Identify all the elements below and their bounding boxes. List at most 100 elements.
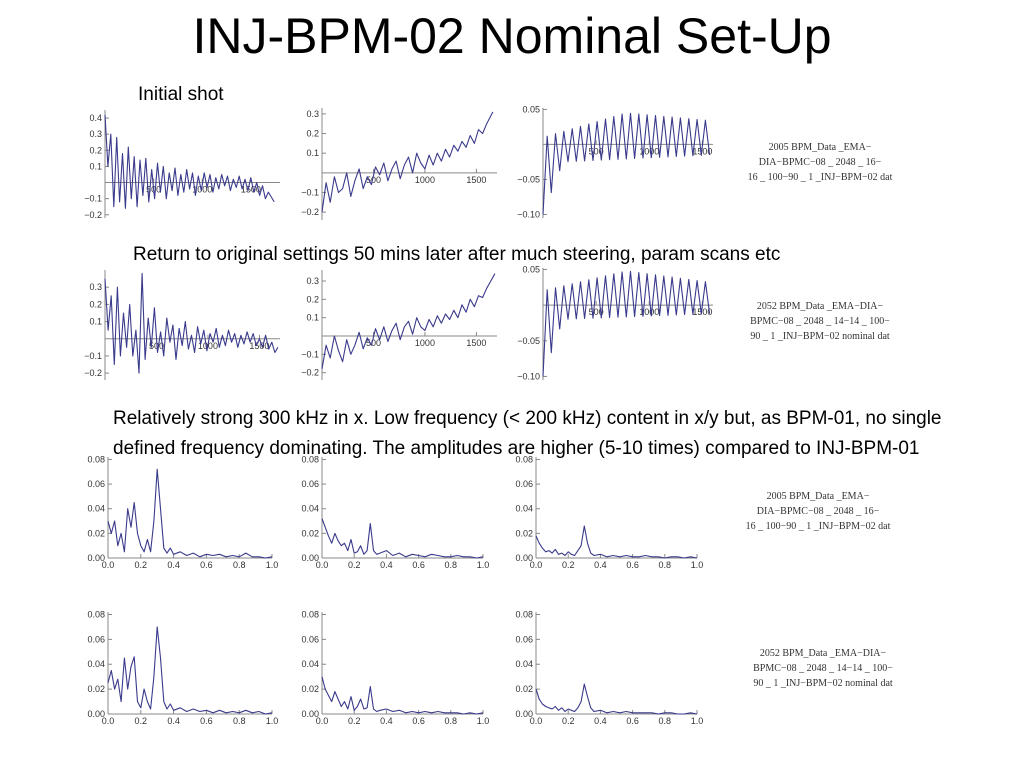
y-tick-label: 0.2 [89, 299, 102, 309]
y-tick-label: 0.04 [515, 659, 533, 669]
x-tick-label: 0.8 [233, 716, 246, 726]
x-tick-label: 0.0 [102, 716, 115, 726]
file-label-line: BPMC−08 _ 2048 _ 14−14 _ 100− [750, 316, 890, 327]
x-tick-label: 0.0 [102, 560, 115, 570]
x-tick-label: 500 [589, 307, 604, 317]
y-tick-label: 0.2 [306, 129, 319, 139]
x-tick-label: 0.8 [445, 560, 458, 570]
slide-title: INJ-BPM-02 Nominal Set-Up [192, 8, 832, 64]
x-tick-label: 0.8 [233, 560, 246, 570]
x-tick-label: 1000 [198, 341, 218, 351]
y-tick-label: 0.04 [301, 504, 319, 514]
series-line [321, 111, 494, 213]
y-tick-label: −0.1 [84, 351, 102, 361]
file-label-4: 2052 BPM_Data _EMA−DIA− BPMC−08 _ 2048 _… [733, 646, 913, 691]
series-line [107, 626, 273, 715]
x-tick-label: 0.0 [530, 560, 543, 570]
y-tick-label: 0.00 [301, 553, 319, 563]
x-tick-label: 0.4 [167, 716, 180, 726]
y-tick-label: 0.2 [306, 294, 319, 304]
y-tick-label: −0.1 [301, 187, 319, 197]
file-label-2: 2052 BPM_Data _EMA−DIA− BPMC−08 _ 2048 _… [730, 299, 910, 344]
y-tick-label: 0.3 [89, 282, 102, 292]
y-tick-label: 0.4 [89, 113, 102, 123]
caption-return-settings: Return to original settings 50 mins late… [133, 244, 781, 265]
x-tick-label: 0.2 [348, 716, 361, 726]
y-tick-label: 0.02 [87, 528, 105, 538]
x-tick-label: 0.2 [562, 560, 575, 570]
x-tick-label: 1000 [639, 146, 659, 156]
y-tick-label: 0.08 [87, 609, 105, 619]
file-label-line: 2005 BPM_Data _EMA− [766, 491, 870, 502]
file-label-line: DIA−BPMC−08 _ 2048 _ 16− [756, 506, 880, 517]
x-tick-label: 0.8 [659, 560, 672, 570]
y-tick-label: 0.3 [306, 276, 319, 286]
y-tick-label: −0.05 [517, 174, 540, 184]
y-tick-label: 0.3 [306, 109, 319, 119]
x-tick-label: 0.0 [530, 716, 543, 726]
y-tick-label: 0.08 [301, 609, 319, 619]
x-tick-label: 1.0 [266, 560, 279, 570]
y-tick-label: 0.2 [89, 145, 102, 155]
x-tick-label: 500 [146, 185, 161, 195]
x-tick-label: 0.6 [626, 560, 639, 570]
y-tick-label: −0.05 [517, 336, 540, 346]
observations-paragraph: Relatively strong 300 kHz in x. Low freq… [113, 408, 942, 459]
file-label-1: 2005 BPM_Data _EMA− DIA−BPMC−08 _ 2048 _… [730, 140, 910, 185]
x-tick-label: 1500 [692, 146, 712, 156]
y-tick-label: 0.06 [87, 634, 105, 644]
series-line [542, 270, 711, 377]
y-tick-label: 0.08 [87, 454, 105, 464]
x-tick-label: 0.2 [562, 716, 575, 726]
x-tick-label: 1500 [692, 307, 712, 317]
x-tick-label: 1000 [415, 338, 435, 348]
y-tick-label: −0.2 [301, 207, 319, 217]
x-tick-label: 500 [589, 146, 604, 156]
y-tick-label: 0.00 [87, 709, 105, 719]
y-tick-label: 0.08 [515, 609, 533, 619]
x-tick-label: 1.0 [477, 560, 490, 570]
y-tick-label: 0.06 [87, 479, 105, 489]
series-line [535, 683, 698, 715]
x-tick-label: 0.6 [412, 716, 425, 726]
y-tick-label: 0.06 [301, 634, 319, 644]
x-tick-label: 500 [366, 338, 381, 348]
x-tick-label: 1000 [639, 307, 659, 317]
x-tick-label: 0.2 [348, 560, 361, 570]
x-tick-label: 1000 [192, 185, 212, 195]
caption-initial-shot: Initial shot [138, 84, 224, 105]
y-tick-label: −0.1 [301, 349, 319, 359]
x-tick-label: 0.4 [380, 560, 393, 570]
y-tick-label: 0.02 [87, 684, 105, 694]
x-tick-label: 1.0 [691, 716, 704, 726]
x-tick-label: 1500 [249, 341, 269, 351]
series-line [321, 273, 496, 370]
y-tick-label: −0.2 [301, 368, 319, 378]
x-tick-label: 0.2 [135, 716, 148, 726]
x-tick-label: 0.6 [412, 560, 425, 570]
series-line [535, 525, 698, 559]
series-line [542, 112, 711, 215]
y-tick-label: 0.05 [522, 104, 540, 114]
series-line [104, 272, 279, 374]
y-tick-label: 0.1 [89, 161, 102, 171]
x-tick-label: 0.4 [167, 560, 180, 570]
y-tick-label: 0.06 [301, 479, 319, 489]
x-tick-label: 0.4 [380, 716, 393, 726]
x-tick-label: 0.4 [594, 716, 607, 726]
y-tick-label: 0.04 [515, 504, 533, 514]
x-tick-label: 0.6 [626, 716, 639, 726]
x-tick-label: 1.0 [477, 716, 490, 726]
x-tick-label: 500 [366, 175, 381, 185]
file-label-line: DIA−BPMC−08 _ 2048 _ 16− [758, 157, 882, 168]
x-tick-label: 1.0 [266, 716, 279, 726]
y-tick-label: −0.10 [517, 209, 540, 219]
y-tick-label: 0.06 [515, 634, 533, 644]
file-label-line: 16 _ 100−90 _ 1 _INJ−BPM−02 dat [745, 521, 891, 532]
y-tick-label: −0.2 [84, 368, 102, 378]
y-tick-label: 0.1 [306, 148, 319, 158]
x-tick-label: 1500 [466, 175, 486, 185]
y-tick-label: 0.00 [301, 709, 319, 719]
y-tick-label: 0.3 [89, 129, 102, 139]
x-tick-label: 0.4 [594, 560, 607, 570]
